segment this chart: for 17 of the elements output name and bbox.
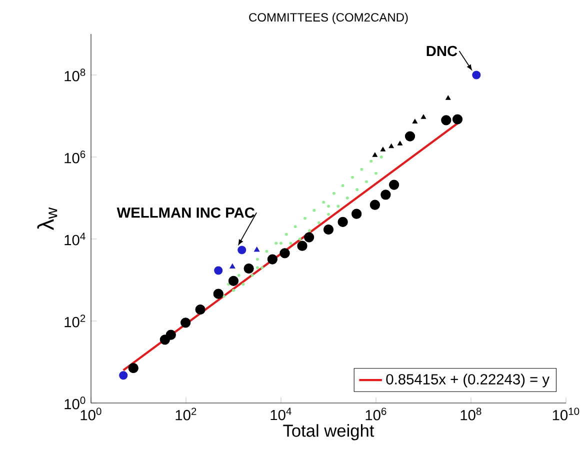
chart-title: COMMITTEES (COM2CAND) (249, 12, 408, 24)
y-axis-title: λ$_{w}$ (37, 207, 58, 230)
y-tick-label: 10$^{8}$ (64, 68, 86, 82)
legend-label: 0.85415x + (0.22243) = y (386, 374, 550, 388)
x-tick-label: 10$^{0}$ (80, 408, 102, 420)
x-tick-label: 10$^{2}$ (176, 408, 196, 420)
x-tick-label: 10$^{6}$ (366, 408, 386, 420)
annotation: DNC (426, 46, 458, 56)
x-tick-label: 10$^{8}$ (460, 408, 482, 420)
y-tick-label: 10$^{6}$ (64, 150, 86, 164)
x-tick-label: 10$^{4}$ (270, 408, 292, 420)
x-tick-label: 10$^{10}$ (552, 408, 580, 420)
y-tick-label: 10$^{4}$ (64, 232, 86, 246)
annotation: WELLMAN INC PAC (116, 207, 255, 218)
y-tick-label: 10$^{2}$ (64, 314, 86, 328)
y-tick-label: 10$^{0}$ (64, 396, 86, 410)
x-axis-title: Total weight (283, 424, 374, 440)
